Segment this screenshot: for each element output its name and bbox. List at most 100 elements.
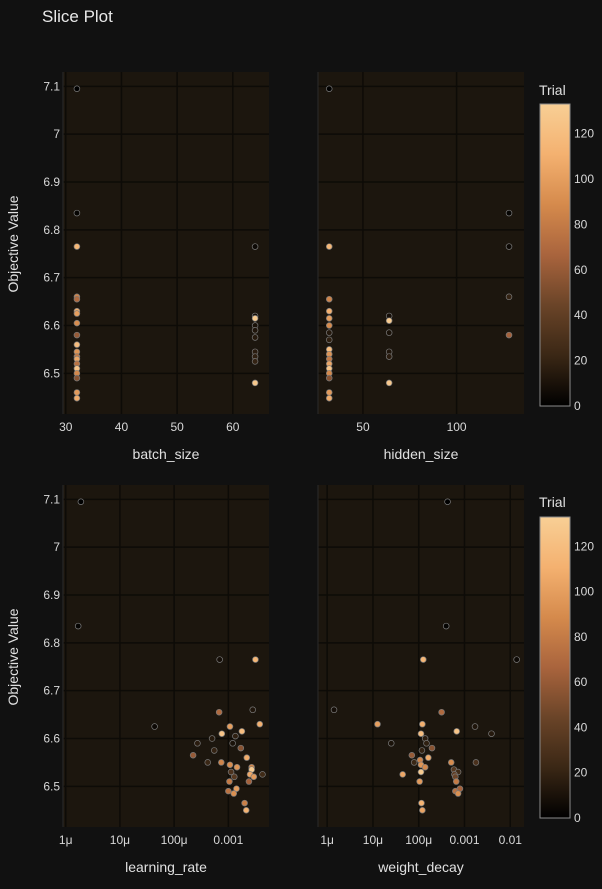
trial-point[interactable]	[387, 740, 395, 747]
trial-point[interactable]	[505, 209, 513, 217]
trial-point[interactable]	[410, 759, 418, 766]
colorbar-tick-label: 100	[574, 172, 594, 186]
trial-point[interactable]	[330, 706, 338, 714]
trial-point[interactable]	[488, 730, 495, 737]
trial-point[interactable]	[251, 379, 259, 387]
trial-point[interactable]	[233, 785, 240, 792]
trial-point[interactable]	[232, 732, 239, 740]
trial-point[interactable]	[151, 723, 158, 730]
trial-point[interactable]	[471, 723, 479, 730]
trial-point[interactable]	[251, 358, 259, 365]
trial-point[interactable]	[472, 759, 480, 766]
trial-point[interactable]	[442, 622, 450, 630]
trial-point[interactable]	[251, 327, 259, 334]
trial-point[interactable]	[325, 394, 333, 402]
trial-point[interactable]	[251, 243, 259, 250]
trial-point[interactable]	[325, 322, 333, 329]
trial-point[interactable]	[325, 85, 333, 92]
trial-point[interactable]	[256, 720, 264, 728]
trial-point[interactable]	[385, 379, 393, 387]
trial-point[interactable]	[210, 747, 218, 754]
trial-point[interactable]	[325, 336, 333, 344]
trial-point[interactable]	[325, 243, 333, 250]
trial-point[interactable]	[251, 315, 259, 322]
trial-point[interactable]	[231, 773, 238, 781]
trial-point[interactable]	[452, 778, 460, 785]
trial-point[interactable]	[73, 209, 81, 217]
trial-point[interactable]	[218, 759, 225, 766]
trial-point[interactable]	[418, 747, 426, 754]
trial-point[interactable]	[215, 708, 223, 716]
trial-point[interactable]	[208, 735, 216, 742]
trial-point[interactable]	[225, 787, 232, 795]
trial-point[interactable]	[189, 752, 197, 759]
trial-point[interactable]	[233, 763, 241, 771]
trial-point[interactable]	[249, 706, 256, 714]
trial-point[interactable]	[218, 730, 226, 737]
trial-point[interactable]	[505, 293, 513, 301]
trial-point[interactable]	[416, 778, 423, 785]
trial-point[interactable]	[447, 759, 455, 766]
trial-point[interactable]	[417, 730, 425, 737]
trial-point[interactable]	[453, 728, 460, 735]
trial-point[interactable]	[230, 790, 238, 797]
trial-point[interactable]	[325, 389, 333, 396]
trial-point[interactable]	[73, 319, 81, 327]
trial-point[interactable]	[226, 761, 234, 769]
trial-point[interactable]	[425, 754, 432, 761]
trial-point[interactable]	[505, 243, 513, 250]
trial-point[interactable]	[505, 331, 513, 339]
trial-point[interactable]	[420, 656, 427, 663]
trial-point[interactable]	[238, 728, 246, 735]
trial-point[interactable]	[325, 295, 333, 303]
trial-point[interactable]	[73, 331, 81, 339]
trial-point[interactable]	[428, 744, 436, 752]
trial-point[interactable]	[250, 773, 258, 781]
trial-point[interactable]	[417, 768, 425, 776]
trial-point[interactable]	[242, 807, 250, 814]
trial-point[interactable]	[408, 752, 416, 759]
trial-point[interactable]	[444, 498, 451, 505]
trial-point[interactable]	[325, 315, 333, 322]
trial-point[interactable]	[73, 374, 81, 382]
trial-point[interactable]	[194, 740, 201, 747]
trial-point[interactable]	[419, 807, 426, 814]
trial-point[interactable]	[325, 329, 333, 336]
trial-point[interactable]	[385, 353, 393, 360]
trial-point[interactable]	[73, 295, 81, 303]
trial-point[interactable]	[229, 740, 236, 747]
trial-point[interactable]	[73, 243, 81, 250]
trial-point[interactable]	[419, 720, 426, 728]
trial-point[interactable]	[325, 307, 333, 315]
trial-point[interactable]	[513, 656, 520, 663]
trial-point[interactable]	[325, 374, 333, 382]
trial-point[interactable]	[252, 656, 259, 663]
trial-point[interactable]	[73, 310, 81, 317]
trial-point[interactable]	[241, 799, 248, 807]
trial-point[interactable]	[73, 85, 81, 92]
trial-point[interactable]	[73, 394, 81, 402]
trial-point[interactable]	[73, 389, 81, 396]
trial-point[interactable]	[385, 329, 393, 336]
trial-point[interactable]	[216, 656, 223, 663]
trial-point[interactable]	[251, 334, 259, 341]
trial-point[interactable]	[243, 754, 251, 761]
trial-point[interactable]	[227, 768, 235, 776]
trial-point[interactable]	[423, 740, 430, 747]
trial-point[interactable]	[438, 708, 445, 716]
trial-point[interactable]	[74, 622, 82, 630]
trial-point[interactable]	[399, 771, 406, 778]
trial-point[interactable]	[73, 341, 81, 348]
trial-point[interactable]	[77, 498, 85, 505]
trial-point[interactable]	[245, 778, 253, 785]
trial-point[interactable]	[226, 723, 234, 730]
trial-point[interactable]	[226, 778, 233, 785]
trial-point[interactable]	[237, 744, 245, 752]
trial-point[interactable]	[204, 759, 211, 766]
trial-point[interactable]	[418, 799, 425, 807]
trial-point[interactable]	[374, 720, 381, 728]
trial-point[interactable]	[259, 771, 266, 778]
trial-point[interactable]	[421, 763, 429, 771]
trial-point[interactable]	[385, 317, 393, 324]
trial-point[interactable]	[454, 790, 462, 797]
